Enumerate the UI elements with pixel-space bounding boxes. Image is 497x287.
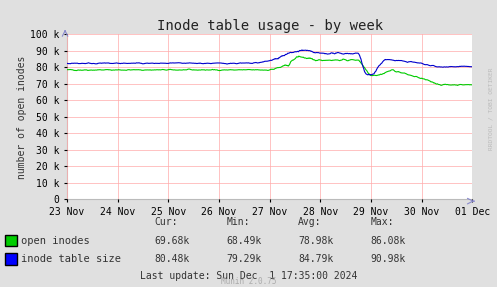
Text: 69.68k: 69.68k (154, 236, 189, 245)
Text: 78.98k: 78.98k (298, 236, 333, 245)
Text: Cur:: Cur: (154, 218, 177, 227)
Text: inode table size: inode table size (21, 254, 121, 264)
Text: Min:: Min: (226, 218, 249, 227)
Text: 90.98k: 90.98k (370, 254, 406, 264)
Y-axis label: number of open inodes: number of open inodes (17, 55, 27, 179)
Text: Avg:: Avg: (298, 218, 322, 227)
Title: Inode table usage - by week: Inode table usage - by week (157, 19, 383, 33)
Text: Munin 2.0.75: Munin 2.0.75 (221, 277, 276, 286)
Text: 84.79k: 84.79k (298, 254, 333, 264)
Text: open inodes: open inodes (21, 236, 90, 245)
Text: 79.29k: 79.29k (226, 254, 261, 264)
Text: Max:: Max: (370, 218, 394, 227)
Text: 68.49k: 68.49k (226, 236, 261, 245)
Text: RRDTOOL / TOBI OETIKER: RRDTOOL / TOBI OETIKER (489, 68, 494, 150)
Text: 86.08k: 86.08k (370, 236, 406, 245)
Text: Last update: Sun Dec  1 17:35:00 2024: Last update: Sun Dec 1 17:35:00 2024 (140, 271, 357, 281)
Text: 80.48k: 80.48k (154, 254, 189, 264)
